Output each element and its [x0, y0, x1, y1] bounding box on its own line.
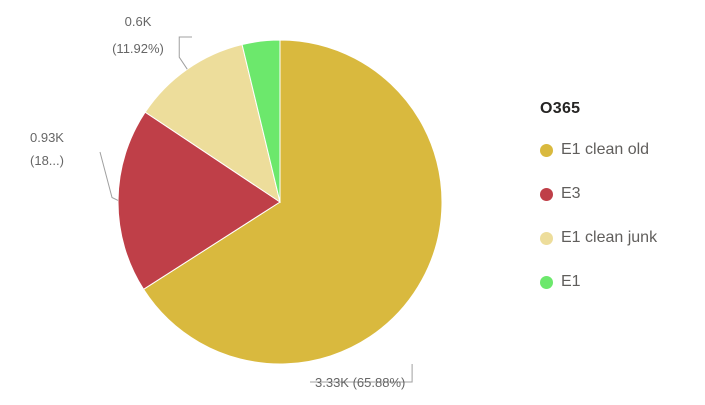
data-label-leader-e1-clean-old [310, 364, 413, 383]
pie-slice-e3[interactable] [117, 111, 281, 291]
legend-label: E1 clean junk [561, 229, 658, 246]
legend-swatch [540, 187, 553, 201]
legend-swatch [540, 231, 553, 245]
legend-item-e1-clean-old[interactable]: E1 clean old [540, 128, 657, 172]
legend-label: E1 [561, 273, 581, 290]
data-label-e1-clean-junk-value: 0.6K [125, 14, 152, 29]
pie-slice-e1-clean-old[interactable] [142, 39, 443, 365]
legend-item-e3[interactable]: E3 [540, 172, 657, 216]
data-label-leader-e3 [99, 151, 119, 201]
legend-label: E1 clean old [561, 141, 650, 158]
legend-item-e1[interactable]: E1 [540, 260, 657, 304]
data-label-e1-clean-junk-percent: (11.92%) [112, 41, 164, 56]
data-label-leader-e1-clean-junk [178, 36, 192, 70]
legend-label: E3 [561, 185, 581, 202]
legend-swatch [540, 275, 553, 289]
legend-title: O365 [540, 100, 581, 117]
data-label-e3-percent: (18...) [30, 153, 64, 168]
legend: O365 E1 clean old E3 E1 clean junk E1 [540, 100, 657, 304]
data-label-e3-value: 0.93K [30, 130, 64, 145]
data-label-e1-clean-old: 3.33K (65.88%) [315, 375, 405, 390]
legend-swatch [540, 143, 553, 157]
legend-item-e1-clean-junk[interactable]: E1 clean junk [540, 216, 657, 260]
pie-slice-e1[interactable] [241, 39, 281, 203]
